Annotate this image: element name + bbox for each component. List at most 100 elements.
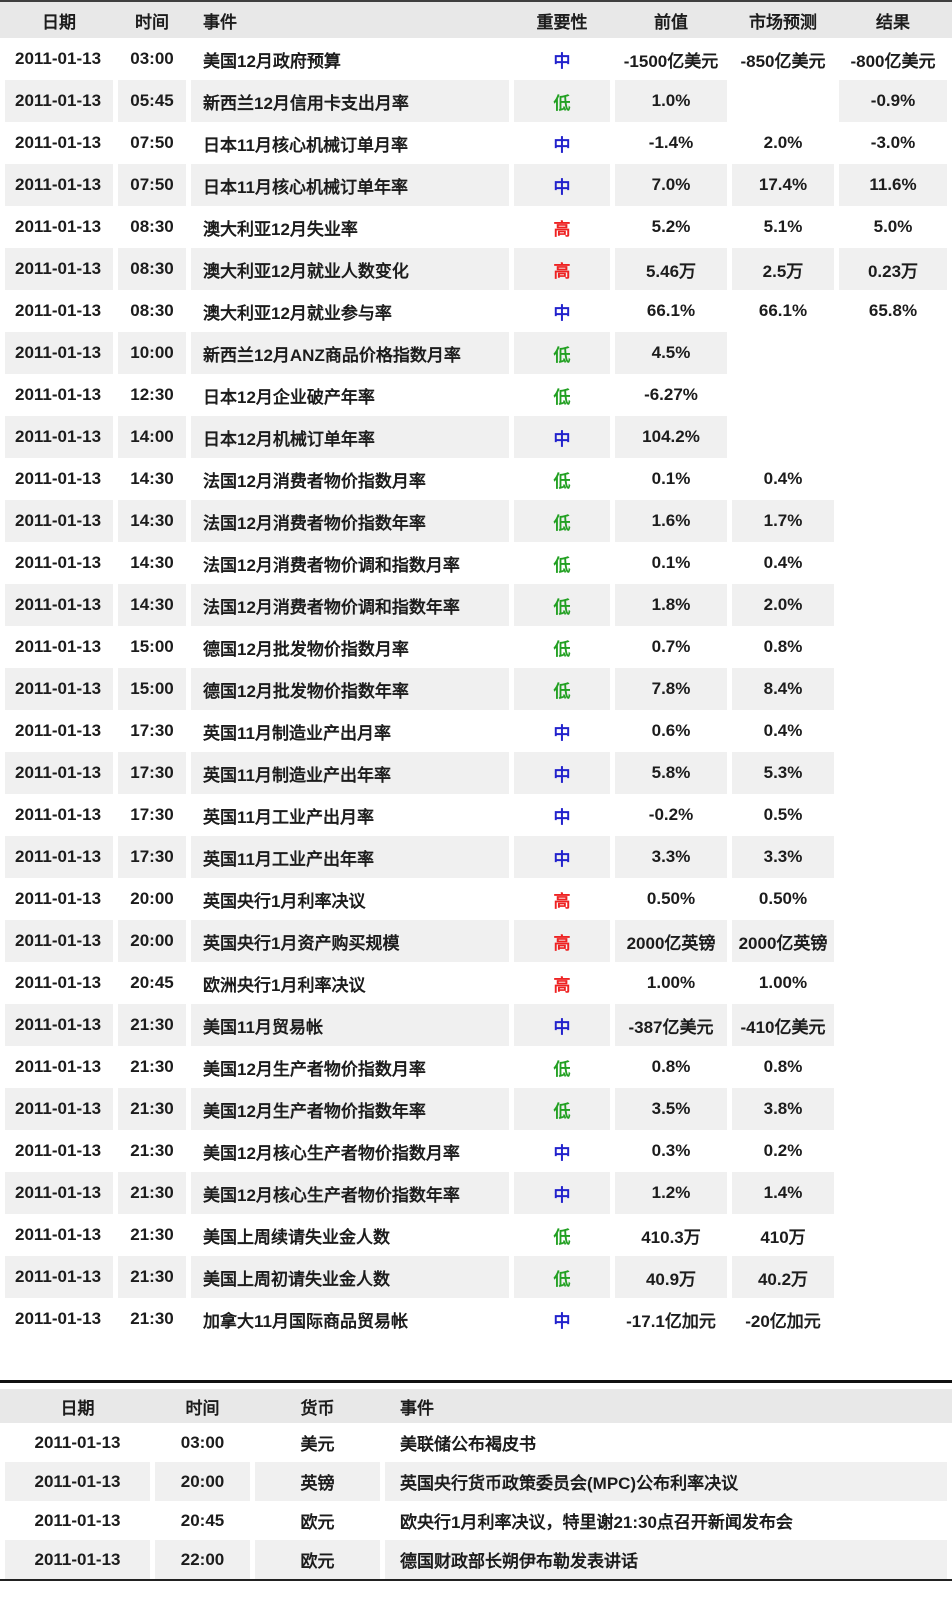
forecast-cell: 5.3% [732,752,834,794]
table-row: 2011-01-13 21:30 美国11月贸易帐中 -387亿美元 -410亿美元 [5,1004,947,1046]
result-cell [839,1046,947,1088]
time-cell: 17:30 [118,752,186,794]
time-cell: 22:00 [155,1540,250,1579]
result-cell [839,1214,947,1256]
previous-value-cell: 3.3% [615,836,727,878]
date-cell: 2011-01-13 [5,1172,113,1214]
forecast-cell: 1.7% [732,500,834,542]
previous-value-cell: -6.27% [644,385,698,404]
date-cell: 2011-01-13 [15,637,102,656]
table-row: 2011-01-13 20:45 欧元 欧央行1月利率决议，特里谢21:30点召开新闻… [5,1501,947,1540]
date-cell: 2011-01-13 [34,1510,121,1530]
result-cell [839,1088,947,1130]
event-cell: 美国12月生产者物价指数年率 [191,1088,509,1130]
event-cell: 美联储公布褐皮书 [400,1435,536,1454]
result-cell [839,626,947,668]
result-cell: 5.0% [873,217,913,236]
event-cell: 美国12月政府预算 [203,51,341,71]
previous-value-cell: 1.0% [615,80,727,122]
date-cell: 2011-01-13 [5,248,113,290]
previous-value-cell: -0.2% [648,805,694,824]
time-cell: 21:30 [130,1225,174,1244]
event-cell: 英国11月工业产出年率 [191,836,509,878]
importance-cell: 低 [553,1059,571,1079]
date-cell: 2011-01-13 [15,217,102,236]
time-cell: 08:30 [118,248,186,290]
time-cell: 20:00 [130,889,174,908]
table-row: 2011-01-13 17:30 英国11月制造业产出月率 中 0.6% 0.4% [5,710,947,752]
previous-value-cell: 40.9万 [615,1256,727,1298]
table1-header-row: 日期 时间 事件 重要性 前值 市场预测 结果 [5,2,947,38]
forecast-cell: 2.0% [732,584,834,626]
previous-value-cell: 104.2% [615,416,727,458]
header-result: 结果 [839,2,947,38]
importance-cell: 中 [553,723,571,743]
previous-value-cell: 1.8% [615,584,727,626]
time-cell: 14:30 [130,469,174,488]
time-cell: 10:00 [118,332,186,374]
importance-cell: 低 [514,332,610,374]
importance-cell: 高 [553,975,571,995]
importance-cell: 低 [514,500,610,542]
forecast-cell: 8.4% [732,668,834,710]
event-cell: 德国12月批发物价指数年率 [191,668,509,710]
event-cell: 日本11月核心机械订单月率 [203,135,408,155]
table-row: 2011-01-13 03:00 美元 美联储公布褐皮书 [5,1423,947,1462]
event-cell: 美国12月核心生产者物价指数月率 [203,1143,460,1163]
previous-value-cell: -17.1亿加元 [626,1311,716,1331]
forecast-cell: 0.8% [763,637,803,656]
date-cell: 2011-01-13 [15,553,102,572]
table-row: 2011-01-13 21:30 美国上周初请失业金人数低 40.9万 40.2万 [5,1256,947,1298]
table-row: 2011-01-13 22:00 欧元 德国财政部长朔伊布勒发表讲话 [5,1540,947,1579]
previous-value-cell: 410.3万 [641,1227,701,1247]
importance-cell: 高 [553,891,571,911]
time-cell: 17:30 [130,805,174,824]
date-cell: 2011-01-13 [5,416,113,458]
result-cell [839,878,947,920]
event-cell: 英国11月制造业产出月率 [203,723,391,743]
date-cell: 2011-01-13 [15,49,102,68]
time-cell: 17:30 [118,836,186,878]
table-row: 2011-01-13 08:30 澳大利亚12月就业参与率 中 66.1% 66.1% 65… [5,290,947,332]
result-cell [839,1172,947,1214]
forecast-cell: 0.8% [763,1057,803,1076]
forecast-cell: 66.1% [758,301,808,320]
importance-cell: 中 [553,1311,571,1331]
previous-value-cell: 3.5% [615,1088,727,1130]
forecast-cell [732,80,834,122]
previous-value-cell: 5.2% [651,217,691,236]
event-cell: 德国12月批发物价指数月率 [203,639,409,659]
time-cell: 15:00 [130,637,174,656]
previous-value-cell: 0.1% [651,553,691,572]
result-cell [839,794,947,836]
forecast-cell: 3.8% [732,1088,834,1130]
date-cell: 2011-01-13 [5,920,113,962]
date-cell: 2011-01-13 [5,584,113,626]
result-cell [839,584,947,626]
importance-cell: 低 [553,639,571,659]
section-divider-line [0,1380,952,1383]
forecast-cell: 410万 [760,1227,806,1247]
header-date: 日期 [5,1389,150,1423]
importance-cell: 中 [514,1172,610,1214]
header-previous: 前值 [615,2,727,38]
result-cell [839,332,947,374]
date-cell: 2011-01-13 [15,1141,102,1160]
date-cell: 2011-01-13 [15,973,102,992]
event-cell: 澳大利亚12月就业人数变化 [191,248,509,290]
economic-data-table: 日期 时间 事件 重要性 前值 市场预测 结果 2011-01-13 03:00 美… [0,0,952,1340]
previous-value-cell: 7.0% [615,164,727,206]
table-row: 2011-01-13 20:00 英国央行1月资产购买规模高 2000亿英镑 2000亿… [5,920,947,962]
previous-value-cell: 0.6% [651,721,691,740]
result-cell [839,920,947,962]
time-cell: 20:45 [180,1510,225,1530]
time-cell: 14:30 [130,553,174,572]
importance-cell: 低 [553,555,571,575]
importance-cell: 中 [514,752,610,794]
header-time: 时间 [118,2,186,38]
previous-value-cell: 4.5% [615,332,727,374]
header-currency: 货币 [255,1389,380,1423]
result-cell [839,374,947,416]
previous-value-cell: 0.7% [651,637,691,656]
